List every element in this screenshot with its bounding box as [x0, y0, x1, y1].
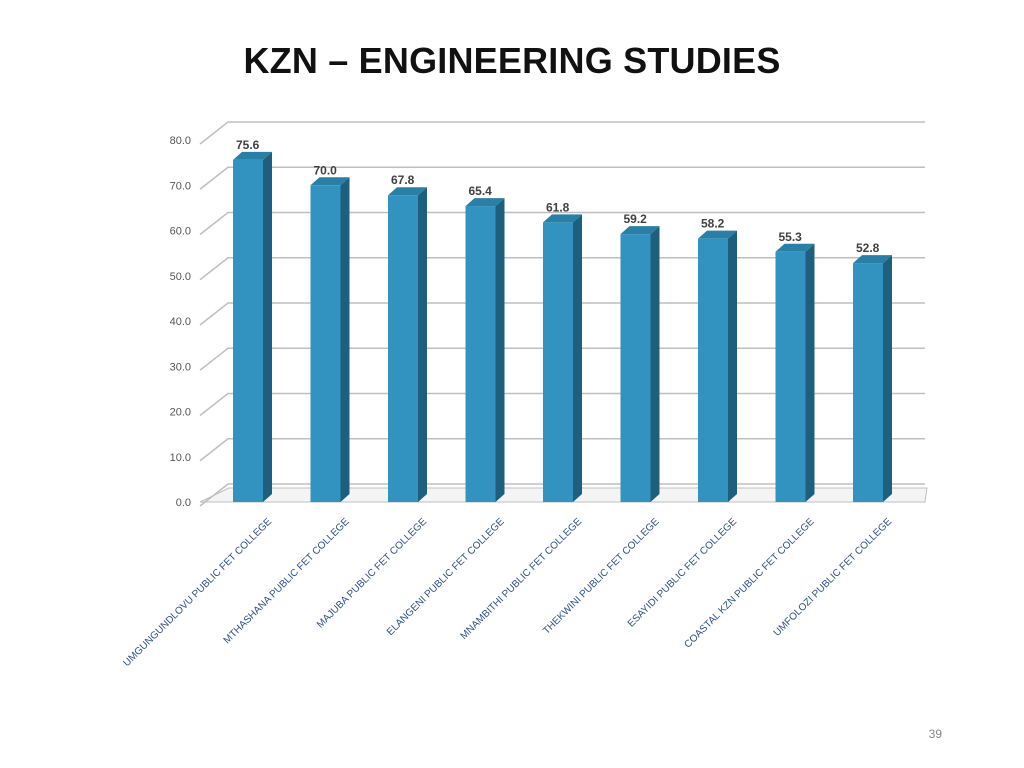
y-tick-label: 20.0 — [170, 407, 191, 419]
bar — [310, 185, 341, 502]
data-label: 67.8 — [391, 173, 415, 187]
y-tick-label: 30.0 — [170, 361, 191, 373]
y-tick-label: 80.0 — [170, 135, 191, 147]
page-number: 39 — [928, 727, 942, 741]
bar-side — [340, 177, 350, 502]
data-label: 59.2 — [624, 212, 648, 226]
bar-top — [465, 198, 505, 207]
bar-chart: 0.0 10.0 20.0 30.0 40.0 50.0 60.0 70.0 80.0 75.6 U… — [121, 121, 928, 669]
bar — [775, 251, 806, 502]
gridline — [199, 438, 925, 462]
bar-top — [388, 187, 427, 196]
bar-top — [853, 255, 892, 264]
bar-top — [310, 177, 350, 186]
data-label: 55.3 — [779, 230, 803, 244]
gridline — [199, 166, 925, 190]
gridline — [199, 347, 925, 371]
gridline — [199, 257, 925, 281]
bar-top — [775, 243, 815, 252]
bar-top — [620, 226, 660, 235]
y-tick-label: 0.0 — [176, 497, 191, 509]
gridline — [199, 121, 925, 145]
bar-top — [233, 151, 272, 160]
y-tick-label: 60.0 — [170, 226, 191, 238]
bar — [388, 195, 418, 502]
category-label: COASTAL KZN PUBLIC FET COLLEGE — [682, 516, 816, 650]
bar-side — [418, 187, 427, 502]
bar — [465, 206, 496, 502]
slide-title: KZN – ENGINEERING STUDIES — [243, 40, 781, 81]
bar-top — [543, 214, 582, 223]
gridline — [199, 302, 925, 326]
bar — [620, 234, 651, 502]
y-tick-label: 10.0 — [170, 452, 191, 464]
data-label: 70.0 — [314, 163, 338, 177]
data-label: 65.4 — [469, 184, 493, 198]
bar — [698, 238, 728, 502]
gridline — [199, 483, 925, 507]
category-label: MNAMBITHI PUBLIC FET COLLEGE — [459, 516, 585, 642]
bar-side — [495, 198, 505, 502]
bar — [853, 263, 883, 502]
bar-top — [698, 230, 737, 239]
bar-side — [883, 255, 892, 502]
bar-side — [728, 230, 737, 502]
y-tick-label: 70.0 — [170, 180, 191, 192]
category-label: MTHASHANA PUBLIC FET COLLEGE — [222, 516, 352, 646]
y-tick-label: 40.0 — [170, 316, 191, 328]
data-label: 61.8 — [546, 200, 570, 214]
bar-side — [650, 226, 660, 502]
bar-side — [573, 214, 582, 503]
y-tick-label: 50.0 — [170, 271, 191, 283]
gridline — [199, 392, 925, 417]
data-label: 75.6 — [236, 138, 260, 152]
data-label: 52.8 — [856, 241, 880, 255]
category-label: UMGUNGUNDLOVU PUBLIC FET COLLEGE — [121, 516, 274, 669]
bar-side — [263, 151, 272, 502]
bar — [233, 159, 263, 502]
bar-side — [805, 243, 815, 502]
bar — [543, 222, 573, 503]
data-label: 58.2 — [701, 217, 725, 231]
gridline — [199, 211, 925, 236]
